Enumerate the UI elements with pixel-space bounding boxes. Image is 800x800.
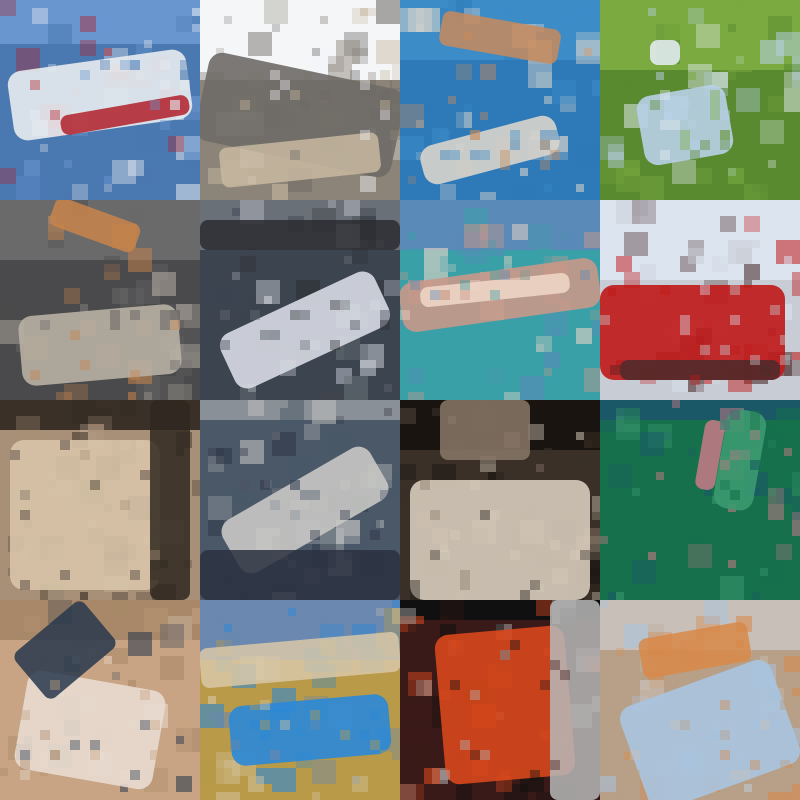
tile-subject [636, 84, 734, 166]
tile-accent [49, 200, 141, 253]
tile-picture [0, 400, 200, 600]
tile-picture [200, 200, 400, 400]
image-tile-3 [400, 0, 600, 200]
tile-subject [10, 440, 160, 590]
image-tile-8 [600, 200, 800, 400]
tile-picture [600, 400, 800, 600]
tile-picture [0, 200, 200, 400]
tile-accent [219, 132, 381, 188]
tile-subject [14, 670, 166, 790]
image-tile-14 [200, 600, 400, 800]
tile-accent [695, 420, 725, 490]
tile-picture [200, 600, 400, 800]
tile-picture [200, 0, 400, 200]
tile-accent [14, 601, 116, 699]
tile-accent [60, 95, 190, 135]
tile-accent [150, 400, 190, 600]
tile-accent [638, 622, 752, 678]
tile-picture [600, 0, 800, 200]
tile-accent [420, 273, 570, 307]
tile-subject [219, 271, 391, 389]
tile-accent [650, 40, 680, 65]
image-tile-13 [0, 600, 200, 800]
image-tile-1 [0, 0, 200, 200]
tile-accent [200, 550, 400, 600]
tile-subject [221, 446, 389, 574]
tile-subject [434, 625, 576, 785]
tile-picture [0, 0, 200, 200]
tile-picture [0, 600, 200, 800]
image-tile-7 [400, 200, 600, 400]
tile-subject [420, 115, 560, 185]
image-tile-11 [400, 400, 600, 600]
tile-picture [200, 400, 400, 600]
tile-picture [400, 200, 600, 400]
tile-subject [619, 659, 800, 800]
tile-subject [18, 304, 182, 386]
image-tile-10 [200, 400, 400, 600]
tile-accent [620, 360, 780, 380]
tile-accent [440, 400, 530, 460]
tile-subject [410, 480, 590, 600]
tile-accent [200, 220, 400, 250]
tile-subject [600, 285, 785, 380]
image-tile-9 [0, 400, 200, 600]
tile-picture [400, 600, 600, 800]
tile-accent [200, 632, 400, 688]
tile-picture [400, 400, 600, 600]
image-tile-15 [400, 600, 600, 800]
image-tile-16 [600, 600, 800, 800]
tile-subject [713, 409, 767, 511]
tile-picture [400, 0, 600, 200]
image-tile-2 [200, 0, 400, 200]
image-tile-6 [200, 200, 400, 400]
tile-picture [600, 200, 800, 400]
tile-accent [550, 600, 600, 800]
tile-picture [600, 600, 800, 800]
image-tile-4 [600, 0, 800, 200]
image-tile-5 [0, 200, 200, 400]
tile-subject [228, 694, 392, 766]
image-tile-12 [600, 400, 800, 600]
tile-accent [439, 11, 561, 64]
